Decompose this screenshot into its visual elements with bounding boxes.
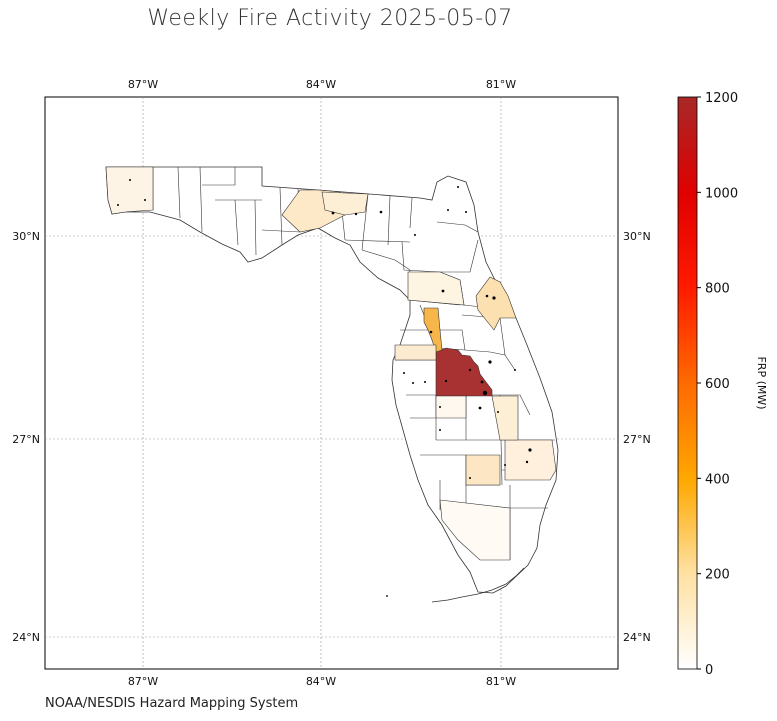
data-source-credit: NOAA/NESDIS Hazard Mapping System bbox=[45, 696, 299, 711]
lon-tick-bottom-81: 81°W bbox=[486, 675, 516, 688]
lon-tick-bottom-87: 87°W bbox=[128, 675, 158, 688]
colorbar bbox=[677, 96, 698, 670]
county-marion bbox=[407, 271, 465, 306]
lon-tick-bottom-84: 84°W bbox=[306, 675, 336, 688]
lat-tick-right-24: 24°N bbox=[623, 631, 651, 644]
county-palm-beach bbox=[504, 439, 557, 481]
florida-state bbox=[105, 166, 559, 594]
lon-tick-top-87: 87°W bbox=[128, 78, 158, 91]
county-collier bbox=[439, 499, 511, 561]
map-title: Weekly Fire Activity 2025-05-07 bbox=[147, 6, 513, 31]
colorbar-tick-label: 800 bbox=[705, 282, 730, 297]
county-hardee bbox=[435, 395, 467, 419]
lat-tick-right-30: 30°N bbox=[623, 230, 651, 243]
lat-tick-left-27: 27°N bbox=[12, 433, 40, 446]
lat-tick-right-27: 27°N bbox=[623, 433, 651, 446]
colorbar-tick-label: 1200 bbox=[705, 91, 738, 106]
colorbar-tick-label: 400 bbox=[705, 472, 730, 487]
county-hillsborough bbox=[394, 344, 437, 361]
lon-tick-top-84: 84°W bbox=[306, 78, 336, 91]
florida-keys bbox=[431, 567, 525, 603]
county-okeechobee bbox=[491, 395, 519, 441]
county-hendry-glades bbox=[465, 454, 501, 486]
colorbar-label: FRP (MW) bbox=[755, 356, 768, 409]
colorbar-ticks: 0 200 400 600 800 1000 1200 bbox=[697, 91, 738, 678]
county-escambia bbox=[105, 166, 154, 215]
colorbar-tick-label: 1000 bbox=[705, 186, 738, 201]
lat-tick-left-30: 30°N bbox=[12, 230, 40, 243]
county-volusia bbox=[475, 276, 517, 331]
colorbar-tick-label: 200 bbox=[705, 568, 730, 583]
dry-tortugas bbox=[386, 595, 388, 597]
fire-detections bbox=[117, 179, 532, 479]
colorbar-tick-label: 0 bbox=[705, 663, 713, 678]
lon-tick-top-81: 81°W bbox=[486, 78, 516, 91]
colorbar-tick-label: 600 bbox=[705, 377, 730, 392]
lat-tick-left-24: 24°N bbox=[12, 631, 40, 644]
